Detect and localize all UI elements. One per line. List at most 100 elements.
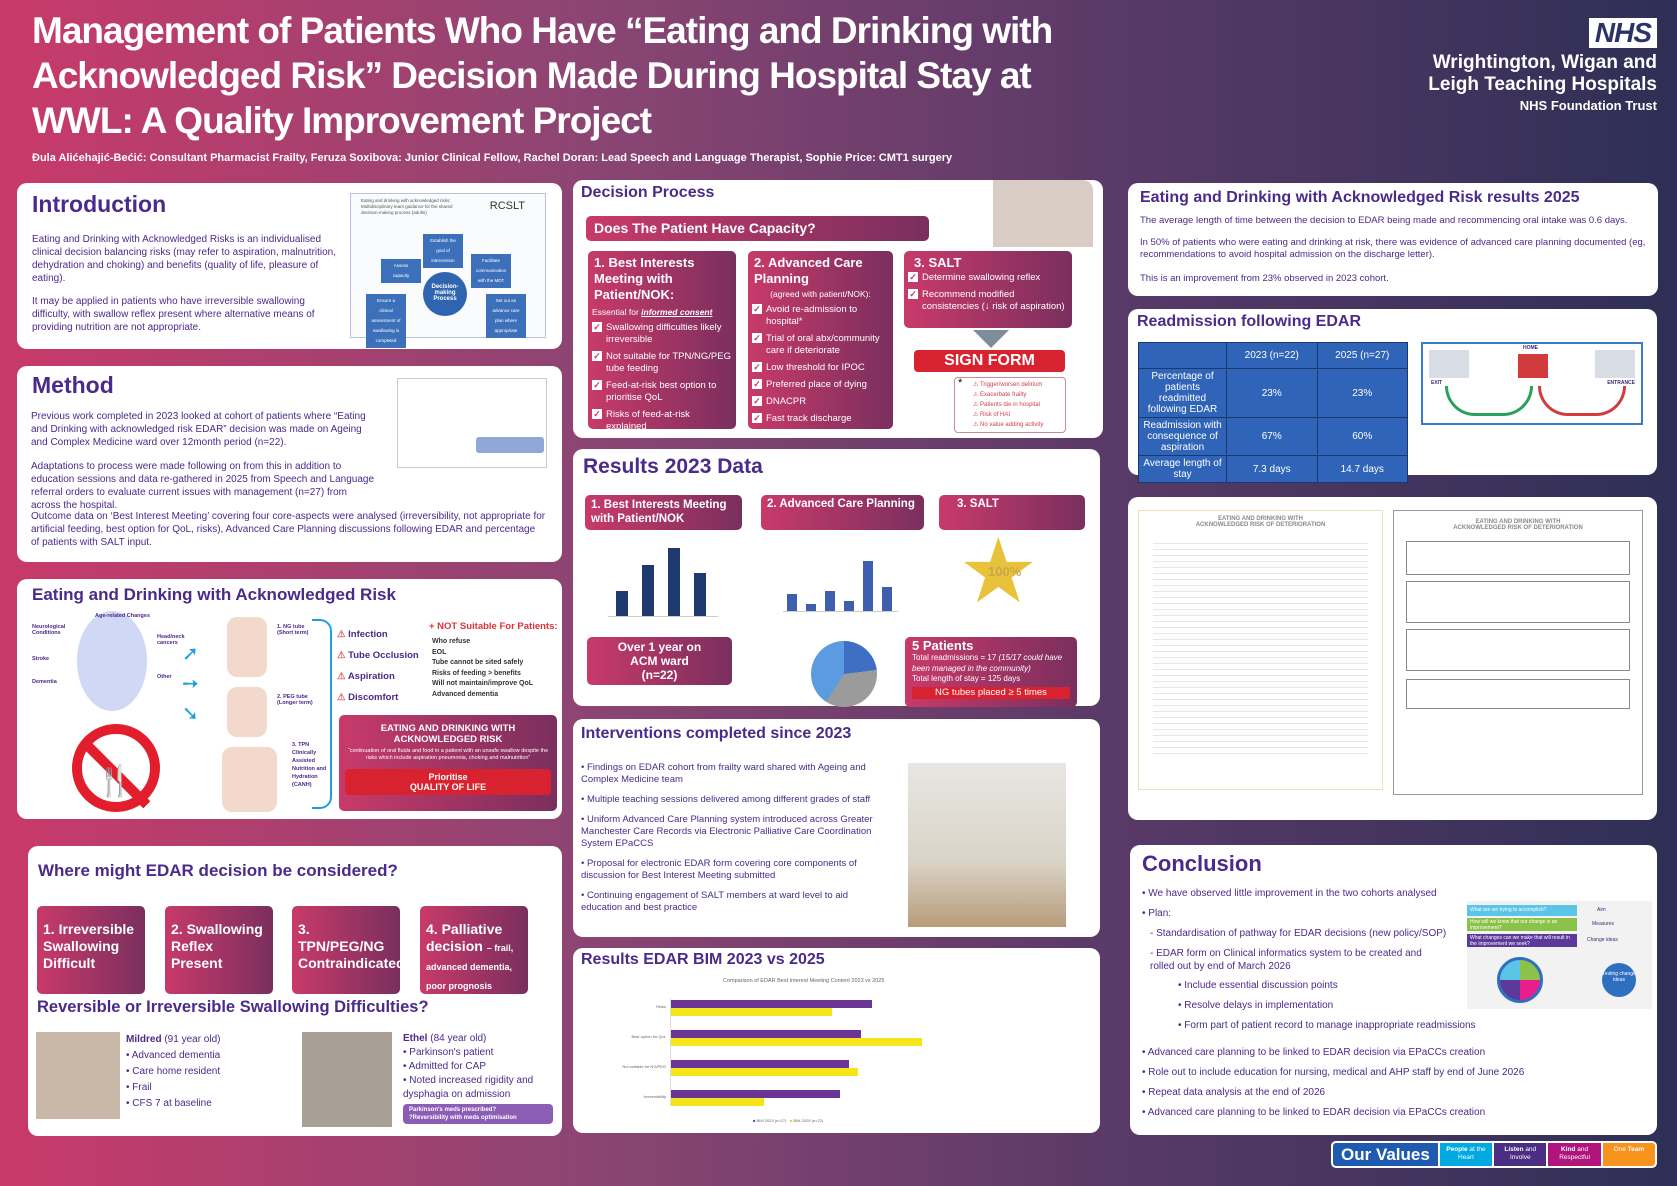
- criteria-box-3: 3. TPN/PEG/NG Contraindicated: [292, 906, 405, 994]
- edar-risk-panel: Eating and Drinking with Acknowledged Ri…: [17, 579, 562, 819]
- check-label: Avoid re-admission to hospital*: [766, 304, 858, 327]
- model-answer: Aim: [1597, 907, 1606, 913]
- warning-icon: ⚠: [973, 382, 980, 388]
- conclusion-item: Repeat data analysis at the end of 2026: [1148, 1087, 1326, 1098]
- mildred-details: Mildred (91 year old) Advanced dementiaC…: [126, 1032, 220, 1112]
- patient-detail: Advanced dementia: [126, 1048, 220, 1064]
- patient-name: Mildred: [126, 1034, 162, 1045]
- sub-text: Essential for: [592, 307, 642, 317]
- check-label: Risks of feed-at-risk explained: [606, 409, 690, 432]
- salt-header: 3. SALT: [939, 495, 1085, 530]
- chart-bar: [863, 560, 873, 611]
- cause-label: Other: [157, 674, 172, 680]
- exit-label: EXIT: [1431, 380, 1443, 386]
- value-people: People at the Heart: [1439, 1143, 1493, 1166]
- bim-title: Results EDAR BIM 2023 vs 2025: [581, 951, 825, 968]
- prioritise-qol-box: Prioritise QUALITY OF LIFE: [345, 769, 551, 795]
- cause-label: Head/neck cancers: [157, 634, 185, 646]
- check-label: Preferred place of dying: [766, 379, 867, 390]
- bar-2023: [671, 1090, 841, 1098]
- salt-percentage: 100%: [988, 564, 1022, 579]
- five-patients-box: 5 Patients Total readmissions = 17 (15/1…: [905, 637, 1077, 707]
- nhs-branding: NHS Wrightington, Wigan and Leigh Teachi…: [1428, 18, 1657, 113]
- diagram-center: Decision-making Process: [423, 272, 467, 316]
- note-item: ?Reversibility with meds optimisation: [409, 1115, 517, 1121]
- edar-risk-title: Eating and Drinking with Acknowledged Ri…: [32, 585, 396, 604]
- model-answer: Measures: [1592, 921, 1614, 927]
- model-answer: Change ideas: [1587, 937, 1618, 943]
- check-label: Fast track discharge: [766, 413, 852, 424]
- check-label: DNACPR: [766, 396, 807, 407]
- risk-item: Aspiration: [347, 671, 395, 682]
- conclusion-item: Advanced care planning to be linked to E…: [1147, 1107, 1486, 1118]
- form-section: [1406, 581, 1630, 623]
- criteria-box-1: 1. Irreversible Swallowing Difficult: [37, 906, 145, 994]
- intervention-item: Proposal for electronic EDAR form coveri…: [581, 858, 881, 882]
- check-label: Trial of oral abx/community care if dete…: [766, 333, 880, 356]
- readmission-title: Readmission following EDAR: [1137, 313, 1362, 330]
- conclusion-title: Conclusion: [1142, 851, 1262, 876]
- check-label: Not suitable for TPN/NG/PEG tube feeding: [606, 351, 731, 374]
- chart-category: Best option for QoL: [631, 1034, 666, 1039]
- testing-ideas-icon: Testing change ideas: [1602, 963, 1636, 997]
- bim-2023-chart: [608, 537, 718, 617]
- los-text: Total length of stay = 125 days: [912, 674, 1021, 683]
- bim-comparison-chart: Risks Best option for QoL Not suitable f…: [622, 998, 963, 1106]
- cause-label: Stroke: [32, 656, 50, 662]
- form-lines: [1153, 538, 1368, 758]
- method-p2: Adaptations to process were made followi…: [31, 461, 375, 511]
- chart-bar: [882, 587, 892, 611]
- box-sub: Essential for informed consent: [592, 307, 732, 317]
- readmissions-note: (15/17 could have been managed in the co…: [912, 653, 1063, 673]
- risk-item: Tube Occlusion: [348, 650, 419, 661]
- model-for-improvement: What are we trying to accomplish? How wi…: [1467, 901, 1652, 1009]
- table-cell: 23%: [1316, 368, 1408, 418]
- checkbox-checked-icon: ✓: [752, 413, 762, 423]
- patient-detail: Admitted for CAP: [403, 1060, 553, 1074]
- check-item: ✓ Trial of oral abx/community care if det…: [752, 333, 889, 357]
- diagram-node: Establish the goal of intervention: [423, 234, 463, 268]
- note-item: Parkinson's meds prescribed?: [409, 1107, 497, 1113]
- bim-comparison-panel: Results EDAR BIM 2023 vs 2025 Comparison…: [573, 948, 1100, 1133]
- table-header: [1138, 342, 1227, 369]
- conclusion-panel: Conclusion • We have observed little imp…: [1130, 845, 1657, 1135]
- plan-subitem: Resolve delays in implementation: [1184, 1000, 1334, 1011]
- tube-label: 1. NG tube (Short term): [277, 624, 309, 636]
- warning-icon: ⚠: [337, 692, 349, 703]
- patient-detail: Care home resident: [126, 1064, 220, 1080]
- sign-form-button[interactable]: SIGN FORM: [914, 350, 1065, 372]
- conclusion-line: • Plan:: [1142, 908, 1172, 919]
- check-item: ✓ Not suitable for TPN/NG/PEG tube feedin…: [592, 351, 732, 375]
- diagram-caption: Eating and drinking with acknowledged ri…: [361, 198, 453, 215]
- box-sub: (agreed with patient/NOK):: [770, 289, 871, 299]
- readmission-panel: Readmission following EDAR 2023 (n=22) 20…: [1128, 309, 1657, 483]
- acp-header: 2. Advanced Care Planning: [761, 495, 924, 530]
- advanced-care-planning-box: 2. Advanced Care Planning (agreed with p…: [748, 251, 893, 429]
- sub-emphasis: informed consent: [641, 307, 713, 317]
- warning-icon: ⚠: [337, 629, 349, 640]
- check-item: ✓ Risks of feed-at-risk explained: [592, 409, 732, 433]
- not-suitable-item: EOL: [432, 648, 447, 656]
- patient-detail: Parkinson's patient: [403, 1046, 553, 1060]
- hospital-exit-icon: [1429, 350, 1469, 378]
- method-title: Method: [32, 372, 114, 398]
- checkbox-checked-icon: ✓: [752, 396, 762, 406]
- method-p1: Previous work completed in 2023 looked a…: [31, 411, 366, 448]
- down-arrow-icon: [973, 330, 1009, 348]
- check-item: ✓ DNACPR: [752, 396, 889, 408]
- decision-diagram: Eating and drinking with acknowledged ri…: [350, 193, 546, 348]
- table-row-label: Percentage of patients readmitted follow…: [1138, 368, 1227, 418]
- results-2025-panel: Eating and Drinking with Acknowledged Ri…: [1128, 183, 1658, 296]
- check-item: ✓ Avoid re-admission to hospital*: [752, 304, 889, 328]
- tube-label: 3. TPN Clinically Assisted Nutrition and…: [292, 742, 327, 788]
- results-2025-p3: This is an improvement from 23% observed…: [1140, 273, 1389, 284]
- definition-title: EATING AND DRINKING WITH ACKNOWLEDGED RI…: [380, 723, 516, 745]
- introduction-title: Introduction: [32, 191, 167, 217]
- conclusion-text: • We have observed little improvement in…: [1142, 888, 1525, 1118]
- ng-tube-illustration: [227, 617, 267, 677]
- plan-subitem: Include essential discussion points: [1184, 980, 1338, 991]
- thickened-fluid-photo: [908, 763, 1066, 927]
- interventions-title: Interventions completed since 2023: [581, 725, 852, 742]
- cause-label: Dementia: [32, 679, 57, 685]
- patient-detail: Frail: [126, 1080, 220, 1096]
